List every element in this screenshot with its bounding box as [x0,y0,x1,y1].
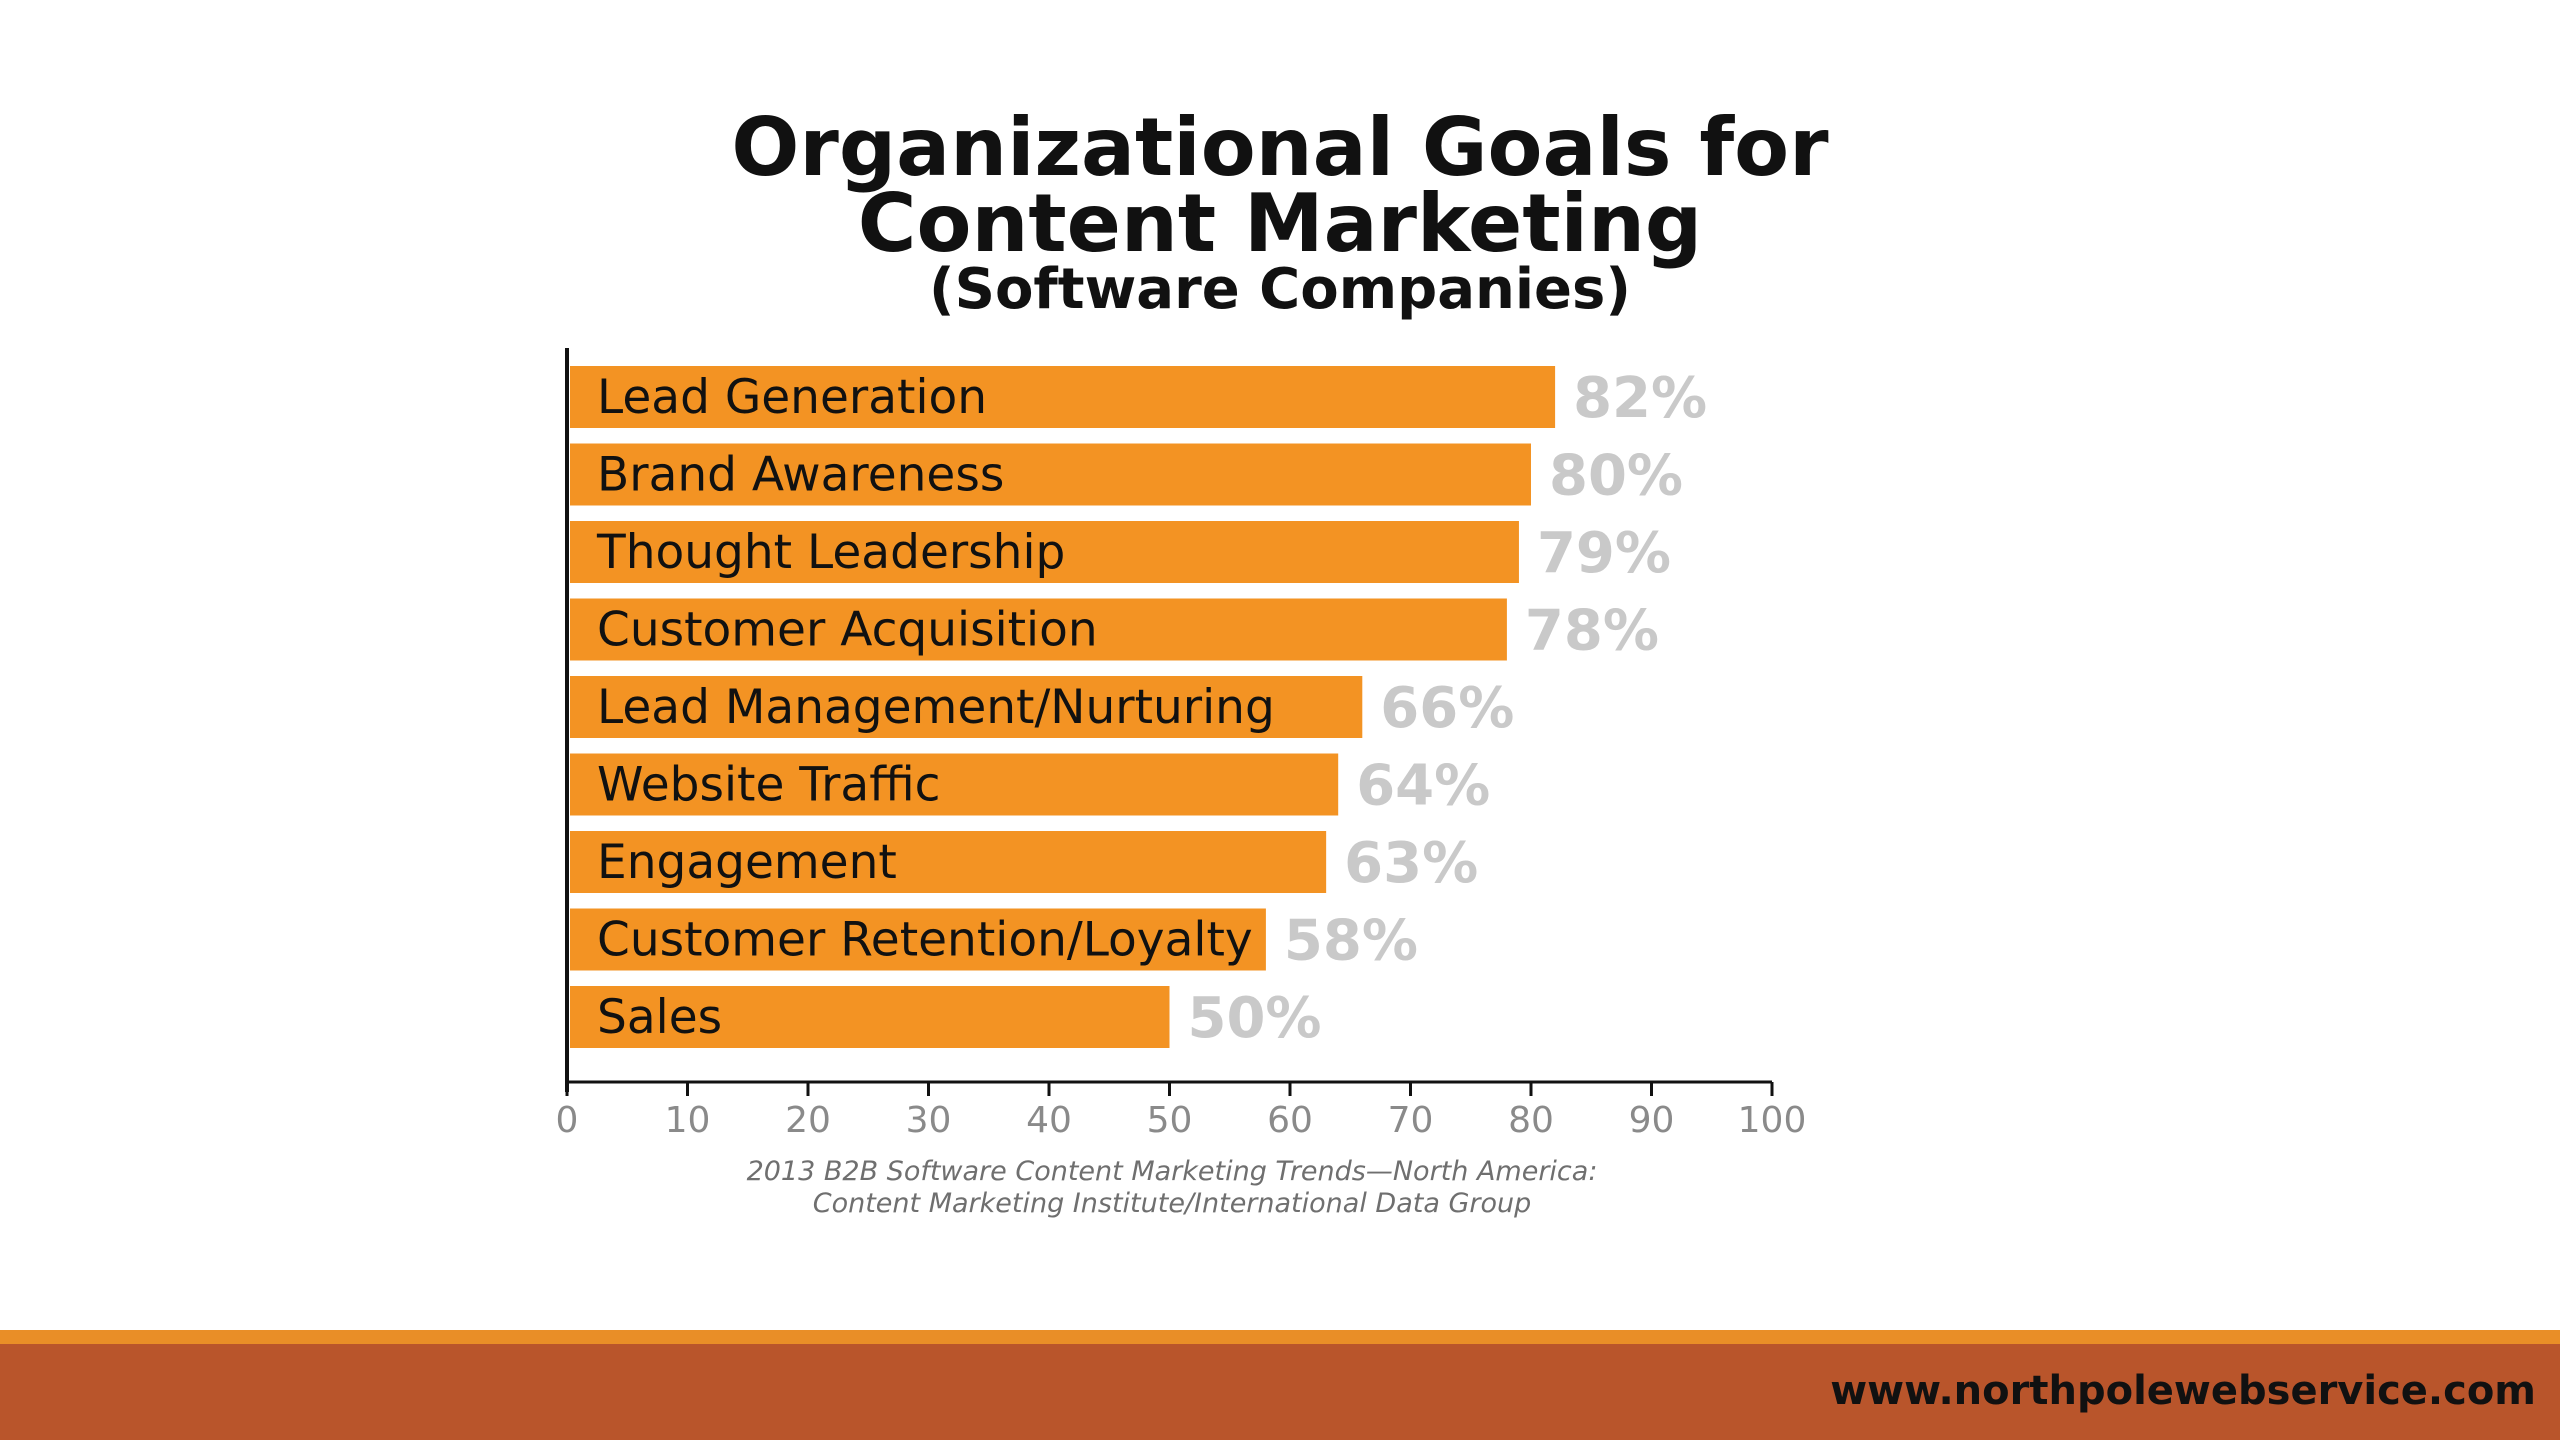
chart-source-line-1: 2013 B2B Software Content Marketing Tren… [746,1156,1598,1187]
bar-value-label-2: 79% [1537,521,1671,586]
x-tick-label-10: 100 [1738,1100,1807,1141]
bar-value-label-8: 50% [1188,986,1322,1051]
bar-7 [570,908,1266,971]
bar-6 [570,831,1327,893]
footer-accent-line [0,1330,2560,1344]
footer-website-url: www.northpolewebservice.com [1830,1368,2536,1414]
x-tick-label-0: 0 [556,1100,579,1141]
chart-title-line-1: Organizational Goals for [731,101,1829,194]
bar-value-label-7: 58% [1284,909,1418,974]
bar-3 [570,598,1507,661]
bar-category-label-5: Website Traffic [597,758,941,813]
x-tick-label-3: 30 [906,1100,952,1141]
bar-chart: Lead Generation 82% Brand Awareness 80% Thou… [556,348,1807,1141]
bar-value-label-4: 66% [1380,676,1514,741]
bar-2 [570,521,1519,583]
bar-4 [570,676,1363,738]
x-tick-label-8: 80 [1508,1100,1554,1141]
chart-title-line-2: Content Marketing [857,177,1703,270]
x-tick-label-5: 50 [1147,1100,1193,1141]
bar-value-label-0: 82% [1573,366,1707,431]
footer-bar: www.northpolewebservice.com [0,1344,2560,1440]
x-tick-label-1: 10 [665,1100,711,1141]
bar-category-label-6: Engagement [597,835,897,890]
bar-category-label-7: Customer Retention/Loyalty [597,913,1253,968]
bar-value-label-5: 64% [1356,754,1490,819]
bar-category-label-2: Thought Leadership [596,525,1065,580]
bar-category-label-8: Sales [597,990,722,1045]
bar-0 [570,366,1556,428]
chart-subtitle: (Software Companies) [929,257,1631,322]
x-tick-label-7: 70 [1388,1100,1434,1141]
bar-value-label-1: 80% [1549,444,1683,509]
bar-1 [570,443,1531,506]
x-tick-label-4: 40 [1026,1100,1072,1141]
bar-5 [570,753,1339,816]
bar-value-label-6: 63% [1344,831,1478,896]
x-tick-label-6: 60 [1267,1100,1313,1141]
x-tick-label-9: 90 [1629,1100,1675,1141]
x-tick-label-2: 20 [785,1100,831,1141]
bar-category-label-0: Lead Generation [597,370,987,425]
chart-source-line-2: Content Marketing Institute/Internationa… [812,1188,1532,1219]
bar-category-label-1: Brand Awareness [597,448,1004,503]
bar-category-label-3: Customer Acquisition [597,603,1098,658]
bar-value-label-3: 78% [1525,599,1659,664]
bar-category-label-4: Lead Management/Nurturing [597,680,1275,735]
bar-8 [570,986,1170,1048]
